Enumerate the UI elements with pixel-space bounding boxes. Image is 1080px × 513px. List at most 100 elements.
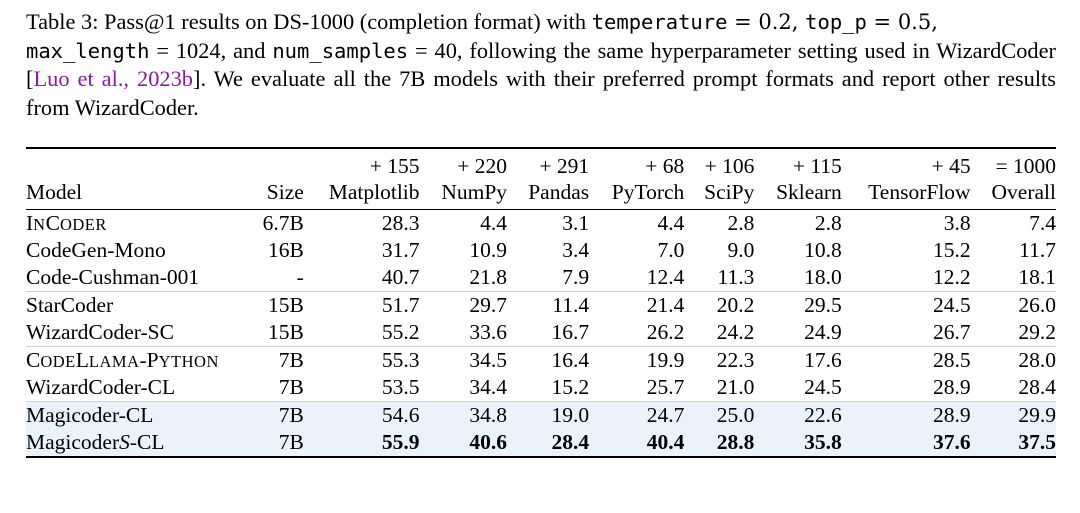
best-score-cell: 35.8 xyxy=(760,429,848,457)
score-cell: 51.7 xyxy=(381,293,420,317)
param-num-samples: num_samples xyxy=(272,38,409,63)
score-cell: 4.4 xyxy=(657,211,685,235)
table-row: StarCoder 15B 51.7 29.7 11.4 21.4 20.2 2… xyxy=(26,291,1056,320)
score-cell: 11.3 xyxy=(717,265,755,289)
score-cell: 34.8 xyxy=(425,401,514,429)
header-label: TensorFlow xyxy=(868,179,971,204)
model-size: 15B xyxy=(267,320,304,344)
score-cell: 19.9 xyxy=(646,348,685,372)
score-cell: 29.5 xyxy=(804,293,842,317)
score-cell: 21.8 xyxy=(469,265,508,289)
caption-label: Table 3: xyxy=(26,9,99,34)
score-cell: 28.3 xyxy=(381,211,420,235)
score-cell: 11.4 xyxy=(552,293,590,317)
model-name: MagicoderS-CL xyxy=(26,429,250,457)
table-caption: Table 3: Pass@1 results on DS-1000 (comp… xyxy=(26,9,1056,120)
best-score-cell: 37.5 xyxy=(976,429,1056,457)
score-cell: 28.5 xyxy=(932,348,971,372)
score-cell: 28.9 xyxy=(847,401,977,429)
score-cell: 9.0 xyxy=(727,238,755,262)
score-cell: 10.8 xyxy=(804,238,842,262)
score-cell: 3.4 xyxy=(562,238,590,262)
score-cell: 28.4 xyxy=(1018,375,1056,399)
table-row: CODELLAMA-PYTHON 7B 55.3 34.5 16.4 19.9 … xyxy=(26,346,1056,375)
score-cell: 12.4 xyxy=(646,265,685,289)
score-cell: 34.5 xyxy=(469,348,508,372)
score-cell: 18.0 xyxy=(804,265,842,289)
model-name: WizardCoder-CL xyxy=(26,375,176,399)
model-size: 15B xyxy=(267,293,304,317)
score-cell: 22.3 xyxy=(716,348,755,372)
score-cell: 26.0 xyxy=(1018,293,1056,317)
score-cell: 53.5 xyxy=(381,375,420,399)
table-row: Code-Cushman-001 - 40.7 21.8 7.9 12.4 11… xyxy=(26,264,1056,292)
header-label: Size xyxy=(266,179,304,204)
score-cell: 55.3 xyxy=(381,348,420,372)
score-cell: 11.7 xyxy=(1019,238,1056,262)
score-cell: 18.1 xyxy=(1018,265,1056,289)
score-cell: 26.2 xyxy=(646,320,685,344)
score-cell: 15.2 xyxy=(551,375,590,399)
score-cell: 54.6 xyxy=(309,401,426,429)
header-count-row: + 155 + 220 + 291 + 68 + 106 + 115 + 45 … xyxy=(26,148,1056,179)
score-cell: 2.8 xyxy=(814,211,842,235)
param-top-p: top_p xyxy=(805,10,867,34)
header-label: Matplotlib xyxy=(328,179,420,204)
score-cell: 20.2 xyxy=(716,293,755,317)
header-count: + 155 xyxy=(369,153,420,178)
table-row: WizardCoder-CL 7B 53.5 34.4 15.2 25.7 21… xyxy=(26,374,1056,402)
header-count xyxy=(250,148,310,179)
header-count: + 106 xyxy=(704,153,755,178)
score-cell: 31.7 xyxy=(381,238,420,262)
model-name: CODELLAMA-PYTHON xyxy=(26,348,219,372)
score-cell: 3.8 xyxy=(943,211,971,235)
model-name: WizardCoder-SC xyxy=(26,320,174,344)
citation-link[interactable]: Luo et al., 2023b xyxy=(33,66,193,91)
model-size: 7B xyxy=(249,429,310,457)
table-row-highlighted: Magicoder-CL 7B 54.6 34.8 19.0 24.7 25.0… xyxy=(26,401,1056,429)
model-size: 7B xyxy=(278,348,304,372)
score-cell: 15.2 xyxy=(932,238,971,262)
score-cell: 3.1 xyxy=(562,211,590,235)
table-row-highlighted: MagicoderS-CL 7B 55.9 40.6 28.4 40.4 28.… xyxy=(26,429,1056,457)
header-label-row: Model Size Matplotlib NumPy Pandas PyTor… xyxy=(26,179,1056,210)
score-cell: 25.0 xyxy=(690,401,761,429)
table-row: WizardCoder-SC 15B 55.2 33.6 16.7 26.2 2… xyxy=(26,319,1056,347)
model-name: Code-Cushman-001 xyxy=(26,265,200,289)
score-cell: 12.2 xyxy=(932,265,971,289)
score-cell: 34.4 xyxy=(469,375,508,399)
score-cell: 21.4 xyxy=(646,293,685,317)
score-cell: 16.7 xyxy=(551,320,590,344)
score-cell: 29.7 xyxy=(469,293,508,317)
score-cell: 29.9 xyxy=(976,401,1056,429)
table-row: INCODER 6.7B 28.3 4.4 3.1 4.4 2.8 2.8 3.… xyxy=(26,209,1056,238)
score-cell: 7.4 xyxy=(1029,211,1056,235)
score-cell: 2.8 xyxy=(727,211,755,235)
model-name: INCODER xyxy=(26,211,107,235)
header-count: + 115 xyxy=(792,153,842,178)
score-cell: 21.0 xyxy=(716,375,755,399)
score-cell: 24.7 xyxy=(595,401,691,429)
model-name: CodeGen-Mono xyxy=(26,238,166,262)
best-score-cell: 40.6 xyxy=(425,429,514,457)
results-table: + 155 + 220 + 291 + 68 + 106 + 115 + 45 … xyxy=(26,147,1056,458)
table-row: CodeGen-Mono 16B 31.7 10.9 3.4 7.0 9.0 1… xyxy=(26,237,1056,264)
model-size: 7B xyxy=(278,375,304,399)
score-cell: 33.6 xyxy=(469,320,508,344)
model-size: 7B xyxy=(249,401,310,429)
score-cell: 10.9 xyxy=(469,238,508,262)
header-count xyxy=(26,148,250,179)
score-cell: 55.2 xyxy=(381,320,420,344)
model-size: 16B xyxy=(267,238,304,262)
best-score-cell: 28.4 xyxy=(513,429,596,457)
score-cell: 24.2 xyxy=(716,320,755,344)
model-size: - xyxy=(296,265,304,289)
header-label: NumPy xyxy=(441,179,508,204)
score-cell: 19.0 xyxy=(513,401,596,429)
score-cell: 24.5 xyxy=(932,293,971,317)
score-cell: 25.7 xyxy=(646,375,685,399)
header-count: + 291 xyxy=(539,153,590,178)
score-cell: 28.9 xyxy=(932,375,971,399)
score-cell: 29.2 xyxy=(1018,320,1056,344)
score-cell: 40.7 xyxy=(381,265,420,289)
